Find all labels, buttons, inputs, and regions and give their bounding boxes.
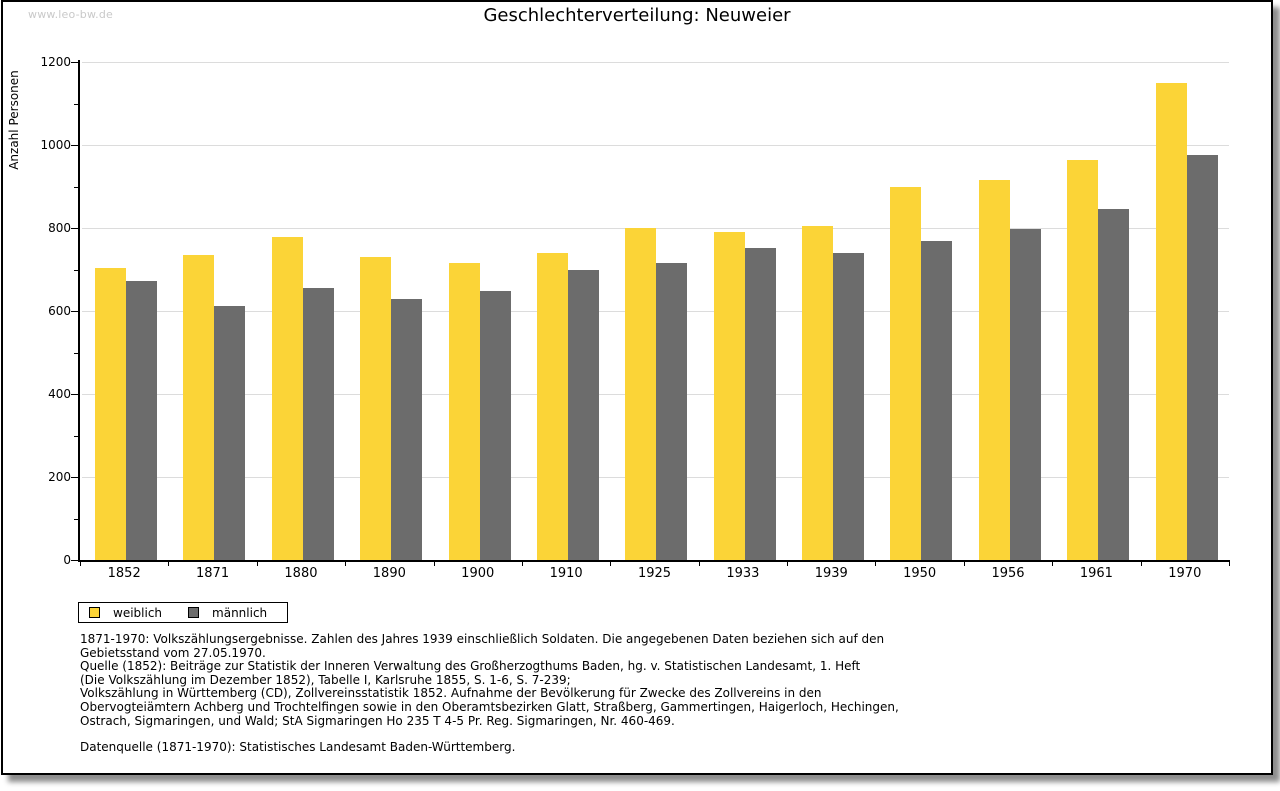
x-axis-tick [610,562,612,566]
gridline [82,62,1229,63]
bar-maennlich-1871 [214,306,246,560]
y-axis-minor-tick [74,518,79,520]
footnotes: 1871-1970: Volkszählungsergebnisse. Zahl… [80,632,899,728]
x-axis-tick [1229,562,1230,566]
x-axis-tick-label: 1956 [991,566,1025,581]
bar-maennlich-1933 [744,247,776,560]
y-axis-line [78,60,80,562]
legend-label-maennlich: männlich [212,605,268,620]
x-axis-tick [256,562,258,566]
y-axis-minor-tick [74,435,79,437]
x-axis-tick-label: 1910 [549,566,583,581]
x-axis-tick-label: 1925 [637,566,672,581]
bar-weiblich-1961 [1067,159,1099,560]
x-axis-tick [168,562,170,566]
bar-maennlich-1890 [391,298,423,560]
bar-weiblich-1939 [802,225,834,560]
footnote-line: Obervogteiämtern Achberg und Trochtelfin… [80,699,899,714]
bar-maennlich-1939 [833,252,865,560]
footnote-line: (Die Volkszählung im Dezember 1852), Tab… [80,672,571,687]
x-axis-tick [963,562,965,566]
bar-weiblich-1871 [183,254,215,560]
bar-weiblich-1956 [978,180,1010,560]
y-axis-tick-label: 600 [48,304,71,318]
watermark: www.leo-bw.de [28,8,114,21]
gridline [82,145,1229,146]
legend-swatch-maennlich [188,607,200,618]
bar-maennlich-1880 [302,288,334,560]
y-axis-minor-tick [74,186,79,188]
y-axis-minor-tick [74,352,79,354]
x-axis-line [78,560,1230,562]
datasource-line: Datenquelle (1871-1970): Statistisches L… [80,740,516,754]
x-axis-tick [787,562,789,566]
y-axis-tick-label: 200 [48,470,71,484]
x-axis-tick-label: 1900 [461,566,495,581]
bar-weiblich-1970 [1155,82,1187,560]
y-axis-major-tick [71,311,79,312]
x-axis-tick [345,562,347,566]
y-axis-tick-label: 1000 [40,138,71,152]
x-axis-tick-label: 1871 [196,566,230,581]
x-axis-tick-label: 1950 [903,566,937,581]
bar-maennlich-1910 [567,269,599,560]
y-axis-major-tick [71,394,79,395]
x-axis-tick-label: 1939 [814,566,848,581]
bar-maennlich-1900 [479,291,511,560]
x-axis-tick [1052,562,1054,566]
bar-maennlich-1970 [1186,155,1218,560]
bar-maennlich-1950 [921,241,953,560]
y-axis-minor-tick [74,103,79,105]
legend-swatch-weiblich [89,607,100,618]
x-axis-tick [80,562,81,566]
x-axis-tick [875,562,877,566]
y-axis-major-tick [71,477,79,478]
bar-weiblich-1900 [448,263,480,560]
x-axis-tick [1140,562,1142,566]
x-axis-tick-label: 1961 [1079,566,1113,581]
y-axis-tick-label: 800 [48,221,71,235]
chart-frame: www.leo-bw.de Geschlechterverteilung: Ne… [1,0,1273,775]
x-axis-tick [433,562,435,566]
footnote-line: Quelle (1852): Beiträge zur Statistik de… [80,659,861,674]
x-axis-tick-label: 1970 [1168,566,1202,581]
x-axis-tick-label: 1890 [372,566,406,581]
bar-maennlich-1961 [1098,209,1130,560]
bar-weiblich-1933 [713,232,745,560]
x-axis-tick [698,562,700,566]
footnote-line: Volkszählung in Württemberg (CD), Zollve… [80,686,822,701]
y-axis-tick-label: 0 [63,553,71,567]
bar-weiblich-1852 [95,268,126,560]
y-axis-major-tick [71,228,79,229]
footnote-line: Gebietsstand vom 27.05.1970. [80,645,266,660]
bar-maennlich-1925 [656,263,688,560]
legend: weiblich männlich [78,602,288,623]
legend-label-weiblich: weiblich [113,605,163,620]
y-axis-tick-label: 1200 [40,55,71,69]
x-axis-tick-label: 1933 [726,566,760,581]
bar-weiblich-1890 [360,257,392,560]
bar-weiblich-1925 [625,228,657,560]
y-axis-major-tick [71,560,79,561]
y-axis-major-tick [71,145,79,146]
bar-weiblich-1950 [890,186,922,560]
bar-maennlich-1956 [1009,229,1041,560]
x-axis-tick-label: 1880 [284,566,318,581]
bar-weiblich-1880 [271,237,303,560]
footnote-line: 1871-1970: Volkszählungsergebnisse. Zahl… [80,632,885,646]
y-axis-tick-label: 400 [48,387,71,401]
y-axis-major-tick [71,62,79,63]
x-axis-tick [521,562,523,566]
footnote-line: Ostrach, Sigmaringen, und Wald; StA Sigm… [80,713,675,728]
plot-area: 1852 1871 1880 1890 1900 1910 1925 1933 1939 1950… [3,2,1271,773]
bar-maennlich-1852 [126,281,157,560]
bar-weiblich-1910 [536,252,568,560]
x-axis-tick-label: 1852 [107,566,141,581]
chart-title: Geschlechterverteilung: Neuweier [483,5,791,26]
y-axis-minor-tick [74,269,79,271]
